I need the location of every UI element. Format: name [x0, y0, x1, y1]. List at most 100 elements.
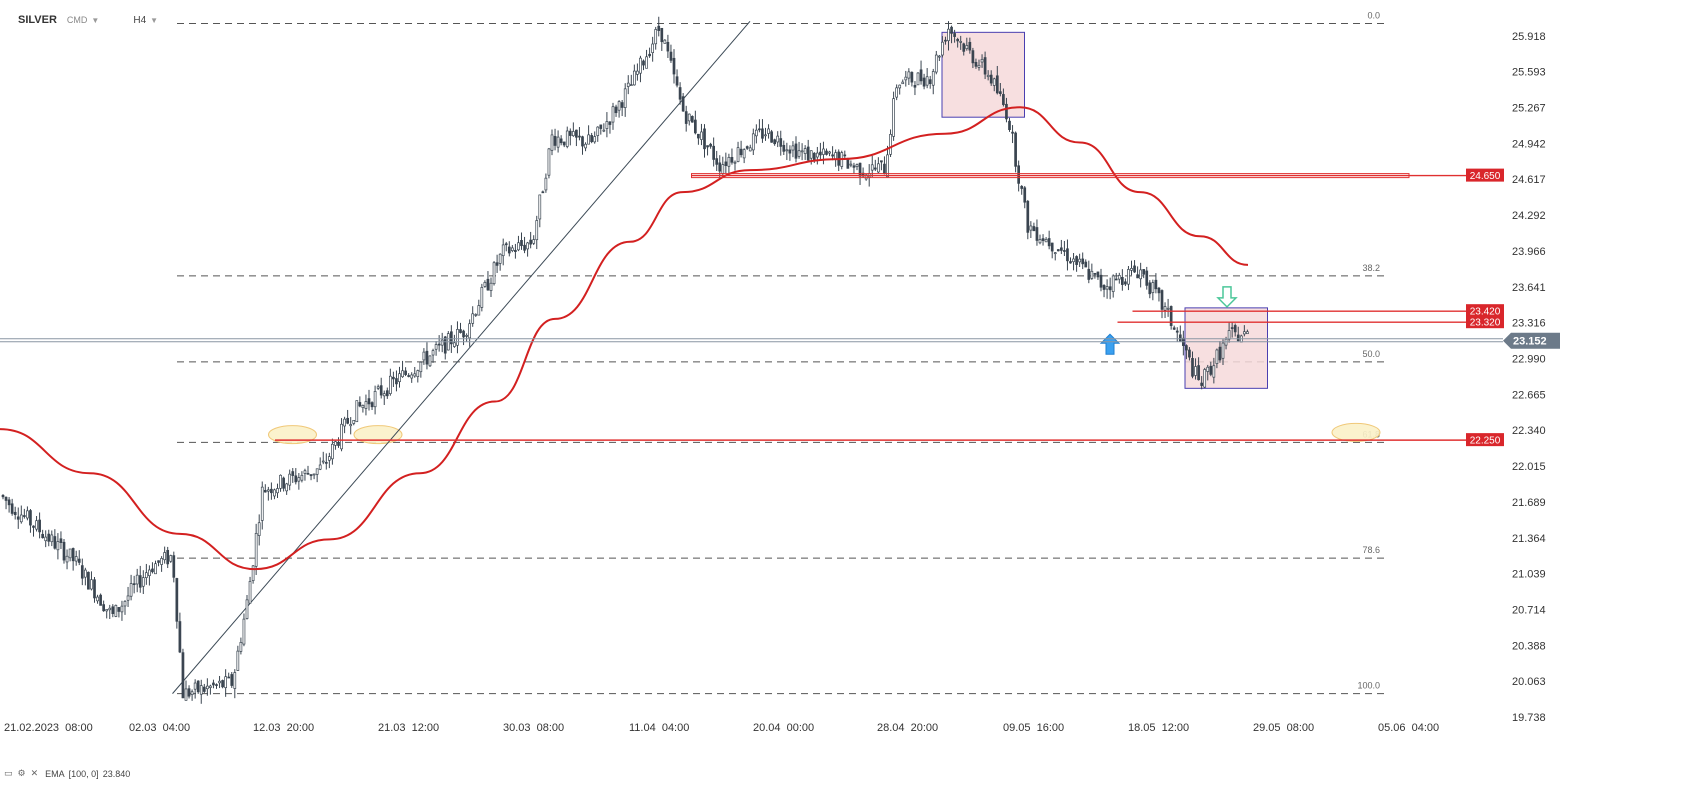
candle-body [538, 194, 542, 220]
candle-body [474, 314, 478, 316]
candle-body [1136, 274, 1139, 279]
candle-body [843, 154, 847, 157]
price-tick-label: 22.665 [1512, 389, 1546, 401]
candle-body [291, 471, 295, 476]
candle-body [678, 87, 682, 100]
candle-body [995, 75, 999, 94]
price-axis[interactable]: 25.918 25.593 25.267 24.942 24.617 24.292 23.9… [0, 31, 1560, 724]
candle-body [773, 139, 777, 145]
candle-body [498, 253, 502, 264]
candle-body [706, 145, 709, 148]
candle-body [703, 128, 706, 150]
settings-icon[interactable]: ⚙ [17, 768, 26, 778]
chart-toolbar: SILVER CMD ▼ H4 ▼ [18, 14, 158, 26]
candle-body [992, 78, 996, 86]
candle-body [279, 474, 282, 489]
ema-line [0, 106, 1249, 571]
candle-body [370, 402, 374, 408]
candle-body [1005, 103, 1008, 120]
candle-body [83, 569, 87, 578]
candle-body [901, 81, 905, 85]
candle-body [334, 441, 337, 446]
candle-body [1020, 185, 1024, 189]
time-axis[interactable]: 21.02.2023 08:00 02.03 04:00 12.03 20:00 21… [4, 722, 1439, 734]
candle-body [56, 541, 60, 551]
candle-body [681, 96, 685, 112]
indicator-name: EMA [45, 768, 65, 779]
trendline [172, 20, 751, 694]
candle-body [309, 474, 313, 477]
symbol-selector[interactable]: SILVER CMD ▼ [18, 14, 99, 26]
highlight-ellipse [1331, 422, 1381, 442]
candle-body [373, 391, 377, 408]
candle-body [215, 684, 218, 686]
candle-body [733, 161, 737, 164]
candle-body [303, 470, 307, 474]
candle-body [721, 164, 725, 174]
candle-body [257, 522, 261, 536]
candle-body [349, 424, 353, 427]
candle-body [684, 111, 688, 124]
candle-body [468, 323, 471, 339]
candle-body [822, 148, 825, 155]
candle-body [1090, 270, 1094, 279]
candle-body [483, 282, 487, 287]
time-tick-label: 29.05 08:00 [1253, 722, 1314, 734]
candle-body [736, 147, 740, 162]
candle-body [1029, 225, 1033, 231]
candle-body [1087, 268, 1091, 280]
candle-body [1185, 345, 1188, 351]
candle-body [697, 133, 700, 139]
candle-body [196, 680, 200, 693]
close-icon[interactable]: ✕ [30, 768, 39, 778]
price-tick-label: 25.267 [1512, 103, 1546, 115]
candle-body [764, 134, 767, 137]
chart-toggle-icon[interactable]: ▭ [4, 768, 13, 778]
price-tick-label: 22.340 [1512, 425, 1546, 437]
candle-body [343, 418, 346, 427]
candle-body [59, 538, 63, 543]
candle-body [575, 129, 578, 138]
candle-body [1056, 249, 1060, 252]
candle-body [578, 135, 581, 138]
candle-body [614, 106, 618, 114]
candle-body [358, 402, 362, 407]
candle-body [331, 443, 334, 460]
candle-body [480, 287, 484, 308]
candle-body [4, 496, 8, 501]
candle-body [852, 165, 856, 168]
timeframe-selector[interactable]: H4 ▼ [99, 15, 158, 26]
candle-body [1099, 274, 1103, 288]
candle-body [593, 136, 597, 143]
candle-body [209, 685, 212, 688]
candle-body [239, 642, 243, 652]
candle-body [1078, 258, 1082, 263]
candle-body [998, 91, 1002, 94]
candle-body [248, 581, 252, 604]
candle-body [44, 536, 48, 542]
candle-body [434, 344, 438, 350]
candle-body [145, 572, 148, 578]
candle-body [803, 148, 807, 154]
candle-body [782, 144, 786, 152]
range-box [941, 31, 1025, 118]
candle-body [1050, 242, 1054, 252]
candle-body [297, 477, 301, 482]
candle-body [599, 124, 603, 129]
candle-body [1151, 282, 1155, 293]
time-tick-label: 30.03 08:00 [503, 722, 564, 734]
candle-body [227, 676, 231, 679]
candle-body [346, 417, 349, 424]
candle-body [1120, 276, 1124, 285]
price-tick-label: 25.918 [1512, 31, 1546, 43]
price-tick-label: 20.388 [1512, 640, 1546, 652]
candle-body [80, 565, 84, 579]
price-tick-label: 24.942 [1512, 138, 1546, 150]
candle-body [629, 84, 633, 86]
candle-body [904, 76, 908, 81]
candle-body [254, 533, 258, 567]
signal-arrows [1099, 286, 1238, 355]
highlight-ellipses [268, 422, 1381, 445]
candle-body [428, 355, 432, 367]
